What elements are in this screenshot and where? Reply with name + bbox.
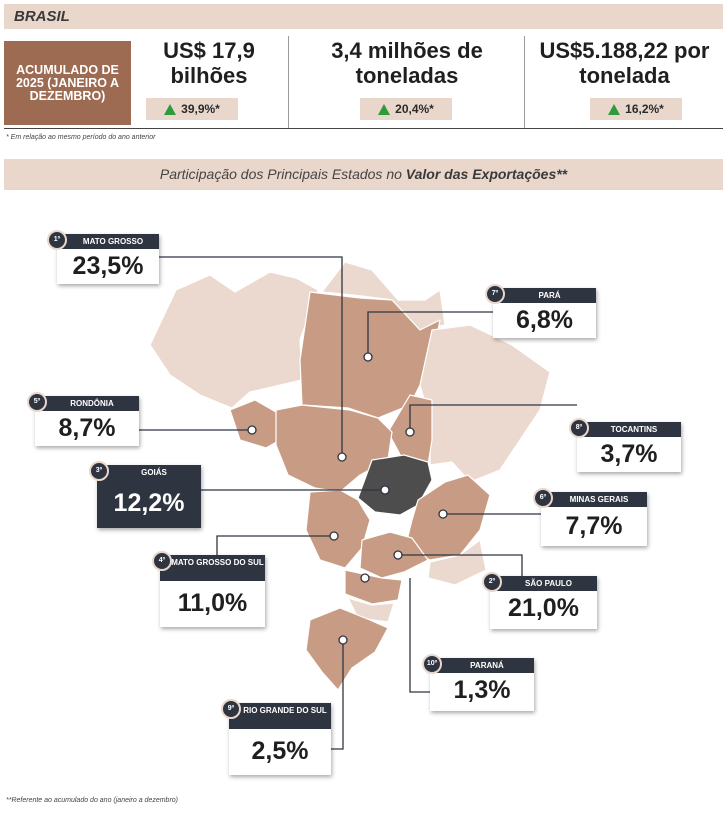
rank-badge: 5º <box>27 392 47 412</box>
accumulated-label: ACUMULADO DE 2025 (JANEIRO A DEZEMBRO) <box>15 62 120 103</box>
metrics-bottom-rule <box>4 128 723 129</box>
subtitle-bar: Participação dos Principais Estados no V… <box>4 159 723 190</box>
state-share: 2,5% <box>251 737 309 765</box>
header-title: BRASIL <box>14 8 70 25</box>
state-share: 8,7% <box>58 414 116 442</box>
state-share: 11,0% <box>177 589 248 617</box>
reference-footnote: **Referente ao acumulado do ano (janeiro… <box>6 797 178 804</box>
state-card-minas-gerais: MINAS GERAIS 7,7% <box>541 492 647 546</box>
state-name: PARANÁ <box>430 658 534 673</box>
state-name: MATO GROSSO DO SUL <box>160 555 265 581</box>
state-name: SÃO PAULO <box>490 576 597 591</box>
change-badge: 39,9%* <box>146 98 238 120</box>
change-value: 16,2%* <box>625 102 664 116</box>
map-region-north-west <box>149 271 319 409</box>
state-card-parana: PARANÁ 1,3% <box>430 658 534 711</box>
state-card-mato-grosso-do-sul: MATO GROSSO DO SUL 11,0% <box>160 555 265 627</box>
state-card-tocantins: TOCANTINS 3,7% <box>577 422 681 472</box>
map-region-roraima-amapa <box>321 261 446 331</box>
arrow-up-icon <box>164 103 177 115</box>
divider <box>524 36 525 128</box>
state-share: 21,0% <box>508 594 579 622</box>
state-card-para: PARÁ 6,8% <box>493 288 596 338</box>
state-share: 7,7% <box>565 512 623 540</box>
change-badge: 16,2%* <box>590 98 682 120</box>
state-share: 1,3% <box>453 676 511 704</box>
state-name: GOIÁS <box>97 465 201 480</box>
state-card-goias: GOIÁS 12,2% <box>97 465 201 528</box>
state-name: RONDÔNIA <box>35 396 139 411</box>
change-value: 39,9%* <box>181 102 220 116</box>
state-share: 12,2% <box>113 489 185 517</box>
state-name: MINAS GERAIS <box>541 492 647 507</box>
rank-badge: 8º <box>569 418 589 438</box>
state-share: 6,8% <box>516 306 573 334</box>
rank-badge: 1º <box>47 230 67 250</box>
metric-value: US$5.188,22 por tonelada <box>539 38 710 88</box>
state-card-rondonia: RONDÔNIA 8,7% <box>35 396 139 446</box>
rank-badge: 10º <box>422 654 442 674</box>
map-region-northeast <box>419 324 551 483</box>
arrow-up-icon <box>378 103 391 115</box>
map-state-parana <box>344 569 403 605</box>
state-name: RIO GRANDE DO SUL <box>229 703 331 729</box>
map-state-minas-gerais <box>404 474 491 561</box>
divider <box>288 36 289 128</box>
period-footnote: * Em relação ao mesmo período do ano ant… <box>6 134 156 141</box>
state-name: PARÁ <box>493 288 596 303</box>
state-card-rio-grande-do-sul: RIO GRANDE DO SUL 2,5% <box>229 703 331 775</box>
map-state-rondonia <box>229 399 281 449</box>
subtitle-bold: Valor das Exportações** <box>405 166 568 182</box>
state-share: 3,7% <box>600 440 658 468</box>
rank-badge: 4º <box>152 551 172 571</box>
subtitle-prefix: Participação dos Principais Estados no <box>159 166 406 182</box>
state-name: MATO GROSSO <box>57 234 159 249</box>
map-state-espirito-santo-rio <box>427 539 487 586</box>
rank-badge: 7º <box>485 284 505 304</box>
state-name: TOCANTINS <box>577 422 681 437</box>
state-share: 23,5% <box>72 252 144 280</box>
rank-badge: 9º <box>221 699 241 719</box>
accumulated-period-box: ACUMULADO DE 2025 (JANEIRO A DEZEMBRO) <box>4 41 131 125</box>
metric-value: 3,4 milhões de toneladas <box>331 38 483 88</box>
state-card-mato-grosso: MATO GROSSO 23,5% <box>57 234 159 284</box>
change-value: 20,4%* <box>395 102 434 116</box>
change-badge: 20,4%* <box>360 98 452 120</box>
rank-badge: 6º <box>533 488 553 508</box>
map-state-rio-grande-do-sul <box>305 607 389 691</box>
metric-value-usd: US$ 17,9 bilhões 39,9%* <box>133 36 285 128</box>
metric-value: US$ 17,9 bilhões <box>163 38 255 88</box>
rank-badge: 2º <box>482 572 502 592</box>
metric-volume: 3,4 milhões de toneladas 20,4%* <box>290 36 524 128</box>
rank-badge: 3º <box>89 461 109 481</box>
arrow-up-icon <box>608 103 621 115</box>
metric-price-per-ton: US$5.188,22 por tonelada 16,2%* <box>526 36 723 128</box>
header-bar: BRASIL <box>4 4 723 29</box>
state-card-sao-paulo: SÃO PAULO 21,0% <box>490 576 597 629</box>
